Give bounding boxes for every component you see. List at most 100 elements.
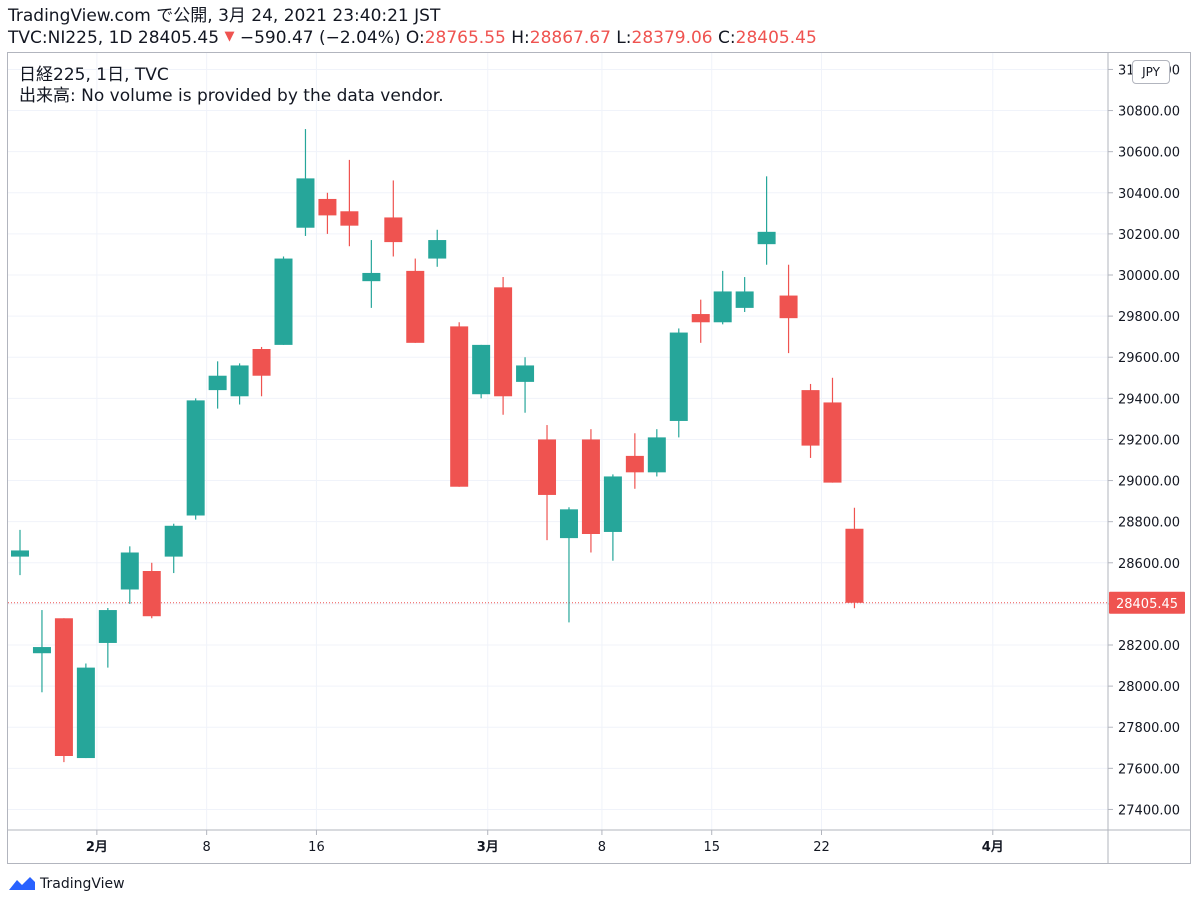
candle-body bbox=[757, 231, 776, 245]
candle-body bbox=[691, 314, 710, 323]
x-tick-label: 16 bbox=[308, 840, 325, 855]
candle bbox=[559, 507, 578, 623]
y-tick-label: 28600.00 bbox=[1118, 557, 1180, 572]
x-tick-label: 2月 bbox=[86, 840, 108, 855]
candle-body bbox=[274, 258, 293, 345]
candle-body bbox=[735, 291, 754, 308]
candle-body bbox=[625, 455, 644, 473]
chart-frame bbox=[7, 52, 1191, 864]
candle bbox=[142, 562, 161, 619]
tradingview-logo-icon bbox=[9, 877, 35, 890]
candle-body bbox=[340, 211, 359, 226]
candle bbox=[230, 363, 249, 405]
change-value: −590.47 (−2.04%) bbox=[239, 28, 401, 48]
open-label: O: bbox=[405, 28, 425, 48]
candle bbox=[779, 264, 798, 354]
y-tick-label: 29200.00 bbox=[1118, 433, 1180, 448]
candle-body bbox=[406, 270, 425, 343]
high-label: H: bbox=[511, 28, 530, 48]
candle-body bbox=[142, 571, 161, 617]
last-price-value: 28405.45 bbox=[1116, 597, 1178, 612]
y-tick-label: 30400.00 bbox=[1118, 187, 1180, 202]
close-label: C: bbox=[718, 28, 736, 48]
y-tick-label: 30200.00 bbox=[1118, 228, 1180, 243]
candle-body bbox=[120, 552, 139, 590]
y-tick-label: 28200.00 bbox=[1118, 639, 1180, 654]
candle-body bbox=[296, 178, 315, 228]
candle bbox=[296, 129, 315, 236]
candle bbox=[76, 663, 95, 759]
brand-name: TradingView bbox=[40, 876, 125, 892]
footer-brand: TradingView bbox=[8, 876, 125, 892]
candle bbox=[625, 433, 644, 489]
candle-body bbox=[845, 528, 864, 603]
high-value: 28867.67 bbox=[529, 28, 611, 48]
candle-body bbox=[428, 240, 447, 259]
candle bbox=[11, 529, 29, 576]
candle-body bbox=[318, 198, 337, 216]
y-tick-label: 30000.00 bbox=[1118, 269, 1180, 284]
candles bbox=[11, 129, 864, 763]
candle-body bbox=[801, 390, 820, 446]
candle-body bbox=[384, 217, 403, 243]
candle-body bbox=[472, 344, 491, 395]
low-label: L: bbox=[616, 28, 632, 48]
candle bbox=[274, 256, 293, 345]
candle bbox=[32, 610, 51, 693]
chart-title: 日経225, 1日, TVC bbox=[19, 65, 169, 85]
candle-body bbox=[252, 349, 271, 376]
candle bbox=[428, 229, 447, 267]
candle-body bbox=[186, 400, 205, 516]
candle bbox=[472, 344, 491, 399]
y-tick-label: 29000.00 bbox=[1118, 475, 1180, 490]
candle-body bbox=[559, 509, 578, 539]
candle bbox=[823, 377, 842, 483]
candle bbox=[713, 270, 732, 325]
candle-body bbox=[538, 439, 557, 495]
candle bbox=[98, 608, 117, 668]
close-value: 28405.45 bbox=[735, 28, 817, 48]
candle-body bbox=[32, 647, 51, 654]
candle-body bbox=[362, 272, 381, 282]
candle bbox=[691, 299, 710, 343]
candle bbox=[757, 176, 776, 265]
last-price-badge bbox=[1109, 591, 1185, 614]
candle bbox=[669, 328, 688, 438]
candle-body bbox=[11, 550, 29, 557]
candle bbox=[406, 258, 425, 343]
time-axis: 2月 8 16 3月 8 15 22 4月 bbox=[86, 830, 1004, 855]
candle bbox=[538, 425, 557, 541]
candle-body bbox=[230, 365, 249, 397]
candle bbox=[801, 383, 820, 458]
candle-body bbox=[76, 667, 95, 759]
candle bbox=[252, 346, 271, 397]
y-tick-label: 30800.00 bbox=[1118, 105, 1180, 120]
candle bbox=[384, 180, 403, 257]
y-tick-label: 29400.00 bbox=[1118, 392, 1180, 407]
candle bbox=[318, 192, 337, 234]
candle bbox=[516, 357, 535, 413]
candle bbox=[120, 546, 139, 604]
grid-lines bbox=[8, 53, 1108, 830]
candle bbox=[186, 398, 205, 520]
candle bbox=[362, 240, 381, 308]
x-tick-label: 15 bbox=[703, 840, 720, 855]
candle bbox=[581, 429, 600, 553]
currency-button[interactable]: JPY bbox=[1132, 60, 1170, 84]
y-tick-label: 30600.00 bbox=[1118, 146, 1180, 161]
x-tick-label: 8 bbox=[203, 840, 211, 855]
symbol-info-line: TVC:NI225, 1D 28405.45 ▼ −590.47 (−2.04%… bbox=[8, 27, 817, 48]
candle bbox=[735, 277, 754, 312]
symbol-info: TVC:NI225, 1D 28405.45 bbox=[8, 28, 220, 48]
candle-body bbox=[494, 287, 513, 397]
publish-info: TradingView.com で公開, 3月 24, 2021 23:40:2… bbox=[8, 6, 441, 26]
y-tick-label: 28000.00 bbox=[1118, 680, 1180, 695]
candle-body bbox=[98, 610, 117, 643]
y-tick-label: 28800.00 bbox=[1118, 516, 1180, 531]
x-tick-label: 8 bbox=[598, 840, 606, 855]
candle-body bbox=[516, 365, 535, 382]
candle bbox=[450, 322, 469, 487]
x-tick-label: 3月 bbox=[477, 840, 499, 855]
candle bbox=[340, 159, 359, 247]
